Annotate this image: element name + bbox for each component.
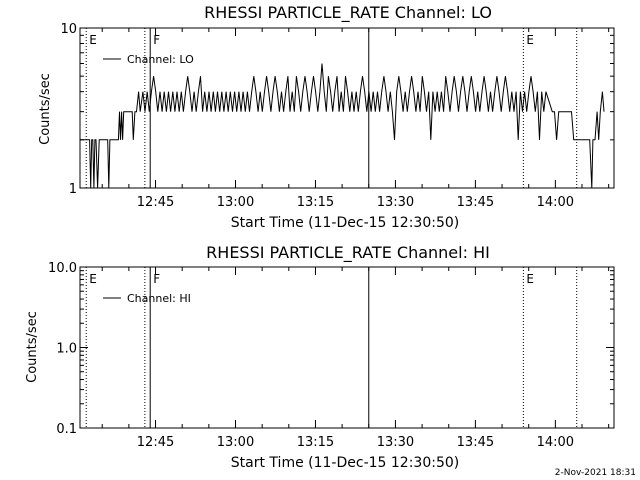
y-axis-label: Counts/sec xyxy=(38,73,53,145)
event-marker-label: E xyxy=(89,33,97,47)
legend-label: Channel: HI xyxy=(127,292,191,305)
chart-panel-hi: RHESSI PARTICLE_RATE Channel: HI Start T… xyxy=(25,243,615,471)
event-marker-label: E xyxy=(526,272,534,286)
x-tick-label: 13:30 xyxy=(377,435,414,450)
x-axis-label: Start Time (11-Dec-15 12:30:50) xyxy=(231,215,459,231)
y-tick-label: 10.0 xyxy=(48,261,77,276)
y-axis-label: Counts/sec xyxy=(25,311,40,383)
x-tick-label: 12:45 xyxy=(137,435,174,450)
series-line xyxy=(80,63,605,189)
event-marker-label: E xyxy=(526,33,534,47)
x-tick-label: 13:15 xyxy=(297,435,334,450)
x-tick-label: 14:00 xyxy=(537,435,574,450)
y-tick-label: 1.0 xyxy=(56,342,77,357)
y-tick-label: 10 xyxy=(60,22,77,37)
plot-frame xyxy=(79,27,615,189)
chart-panel-lo: RHESSI PARTICLE_RATE Channel: LO Start T… xyxy=(38,3,615,231)
x-tick-label: 13:45 xyxy=(457,195,494,210)
y-tick-label: 1 xyxy=(69,182,77,197)
x-tick-label: 13:15 xyxy=(297,195,334,210)
x-tick-label: 13:00 xyxy=(217,195,254,210)
y-tick-label: 0.1 xyxy=(56,422,77,437)
x-axis-label: Start Time (11-Dec-15 12:30:50) xyxy=(231,455,459,471)
chart-title: RHESSI PARTICLE_RATE Channel: HI xyxy=(206,243,490,263)
x-tick-label: 14:00 xyxy=(537,195,574,210)
plot-timestamp: 2-Nov-2021 18:31 xyxy=(555,468,636,478)
event-marker-label: F xyxy=(153,33,160,47)
event-marker-label: E xyxy=(89,272,97,286)
x-tick-label: 13:00 xyxy=(217,435,254,450)
legend-label: Channel: LO xyxy=(127,53,194,66)
event-marker-label: F xyxy=(153,272,160,286)
x-tick-label: 13:30 xyxy=(377,195,414,210)
x-tick-label: 13:45 xyxy=(457,435,494,450)
chart-title: RHESSI PARTICLE_RATE Channel: LO xyxy=(204,3,492,23)
x-tick-label: 12:45 xyxy=(137,195,174,210)
